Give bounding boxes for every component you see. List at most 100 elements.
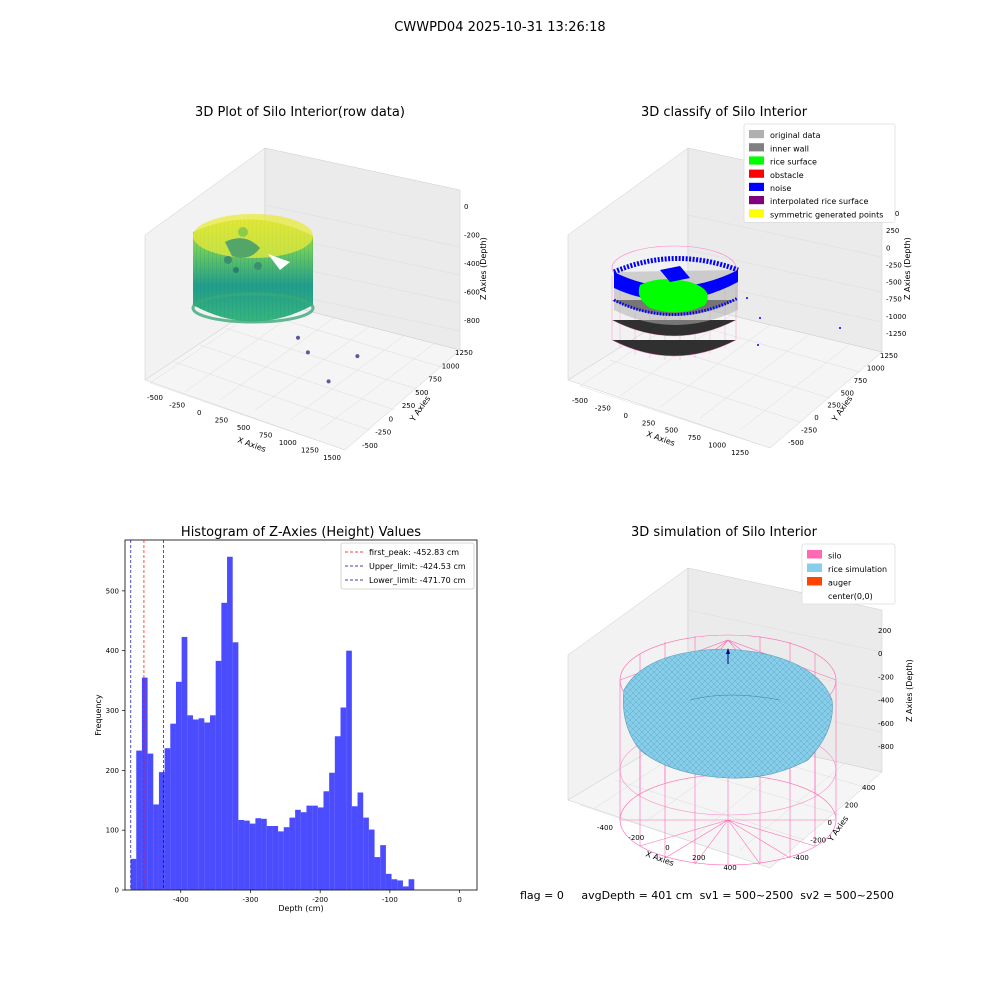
- panel-histogram: Histogram of Z-Axies (Height) Values -40…: [94, 525, 478, 913]
- y-tick-label: 1000: [867, 364, 885, 372]
- z-tick-label: -800: [878, 743, 894, 751]
- legend-entry-label: silo: [828, 552, 842, 561]
- y-tick-label: 0: [828, 819, 832, 827]
- legend-entry-swatch: [749, 156, 764, 165]
- y-tick-label: 500: [841, 389, 854, 397]
- z-tick-label: 0: [886, 244, 890, 252]
- legend-entry-frame: [743, 123, 896, 223]
- y-tick-label: -250: [801, 427, 817, 435]
- histogram-bar: [391, 879, 398, 890]
- sv2-readout: sv2 = 500~2500: [800, 889, 894, 902]
- x-tick-label: -500: [572, 397, 588, 405]
- y-tick-label: 750: [854, 377, 867, 385]
- x-tick-label: 1250: [301, 447, 319, 455]
- y-tick-label: 0: [115, 887, 119, 895]
- panel1-title: 3D Plot of Silo Interior(row data): [195, 105, 405, 120]
- y-tick-label: 1000: [442, 362, 460, 370]
- legend-entry-label: symmetric generated points: [770, 210, 883, 219]
- legend-entry-swatch: [807, 590, 822, 599]
- histogram-bar: [244, 820, 250, 890]
- y-tick-label: 500: [415, 389, 428, 397]
- histogram-bar: [141, 677, 148, 890]
- histogram-bar: [351, 806, 358, 890]
- panel1-z-label: Z Axies (Depth): [479, 237, 488, 300]
- x-tick-label: -250: [595, 404, 611, 412]
- legend-entry-label: noise: [770, 184, 791, 193]
- classified-point-cloud: [611, 245, 841, 360]
- histogram-bar: [153, 804, 159, 890]
- sv1-readout: sv1 = 500~2500: [699, 889, 794, 902]
- legend-entry-swatch: [807, 550, 822, 559]
- x-tick-label: 0: [457, 896, 461, 904]
- histogram-legend: first_peak: -452.83 cm Upper_limit: -424.…: [340, 542, 475, 590]
- figure-suptitle: CWWPD04 2025-10-31 13:26:18: [394, 20, 605, 35]
- panel4-y-ticks: -400 -200 0 200 400: [793, 784, 875, 862]
- x-tick-label: 1000: [279, 439, 297, 447]
- histogram-bar: [147, 753, 154, 890]
- z-tick-label: -750: [886, 296, 902, 304]
- histogram-bar: [295, 809, 301, 890]
- histogram-bar: [300, 812, 307, 890]
- panel1-x-ticks: -500 -250 0 250 500 750 1000 1250 1500: [147, 394, 341, 462]
- histogram-bar: [227, 556, 233, 890]
- histogram-bar: [136, 750, 142, 890]
- histogram-bars: [130, 556, 415, 890]
- y-tick-label: 100: [106, 827, 119, 835]
- y-tick-label: 1250: [880, 352, 898, 360]
- avg-depth-readout: avgDepth = 401 cm: [581, 889, 693, 902]
- histogram-bar: [408, 879, 415, 890]
- x-tick-label: 500: [665, 427, 678, 435]
- auger-marker: [726, 648, 730, 664]
- z-tick-label: -200: [878, 673, 894, 681]
- z-tick-label: -600: [464, 289, 480, 297]
- panel-classify-3d: 3D classify of Silo Interior: [567, 105, 912, 457]
- histogram-bar: [238, 820, 245, 890]
- histogram-bar: [363, 817, 369, 890]
- histogram-bar: [164, 748, 171, 890]
- outlier-point: [296, 335, 300, 340]
- histogram-bar: [204, 722, 211, 890]
- panel2-title: 3D classify of Silo Interior: [641, 105, 808, 120]
- histogram-bar: [306, 805, 313, 890]
- y-tick-label: 500: [106, 587, 119, 595]
- legend-entry-label: rice surface: [770, 158, 817, 167]
- histogram-bar: [317, 807, 324, 890]
- histogram-bar: [175, 681, 182, 890]
- z-tick-label: -250: [886, 261, 902, 269]
- legend-entry-label: obstacle: [770, 171, 804, 180]
- panel4-x-ticks: -400 -200 0 200 400: [597, 824, 737, 872]
- y-tick-label: 250: [827, 402, 840, 410]
- y-tick-label: 400: [106, 647, 119, 655]
- histogram-bar: [278, 831, 284, 890]
- y-tick-label: 250: [402, 402, 415, 410]
- y-tick-label: 200: [845, 802, 858, 810]
- legend-entry-swatch: [807, 577, 822, 586]
- legend-entry-label: interpolated rice surface: [770, 197, 868, 206]
- x-tick-label: 1250: [731, 449, 749, 457]
- z-tick-label: -400: [464, 260, 480, 268]
- y-tick-label: -500: [788, 439, 804, 447]
- histogram-x-label: Depth (cm): [278, 904, 323, 913]
- histogram-bar: [368, 829, 375, 890]
- histogram-bar: [198, 718, 205, 890]
- z-tick-label: -1250: [886, 330, 906, 338]
- x-tick-label: 0: [623, 412, 627, 420]
- histogram-bar: [249, 823, 256, 890]
- status-footer: flag = 0 avgDepth = 401 cm sv1 = 500~250…: [520, 889, 894, 902]
- panel-simulation-3d: 3D simulation of Silo Interior: [567, 525, 914, 872]
- panel-raw-3d: 3D Plot of Silo Interior(row data): [144, 105, 488, 462]
- outlier-point: [355, 354, 360, 359]
- z-tick-label: -500: [886, 279, 902, 287]
- y-tick-label: 0: [814, 414, 818, 422]
- x-tick-label: -200: [628, 834, 644, 842]
- z-tick-label: 200: [878, 627, 891, 635]
- x-tick-label: 250: [642, 419, 655, 427]
- outlier-point: [326, 379, 331, 384]
- panel4-z-label: Z Axies (Depth): [905, 659, 914, 722]
- histogram-legend-label: first_peak: -452.83 cm: [369, 548, 459, 557]
- x-tick-label: -200: [312, 896, 328, 904]
- legend-entry-label: original data: [770, 131, 821, 140]
- z-tick-label: -800: [464, 317, 480, 325]
- x-tick-label: 250: [215, 417, 228, 425]
